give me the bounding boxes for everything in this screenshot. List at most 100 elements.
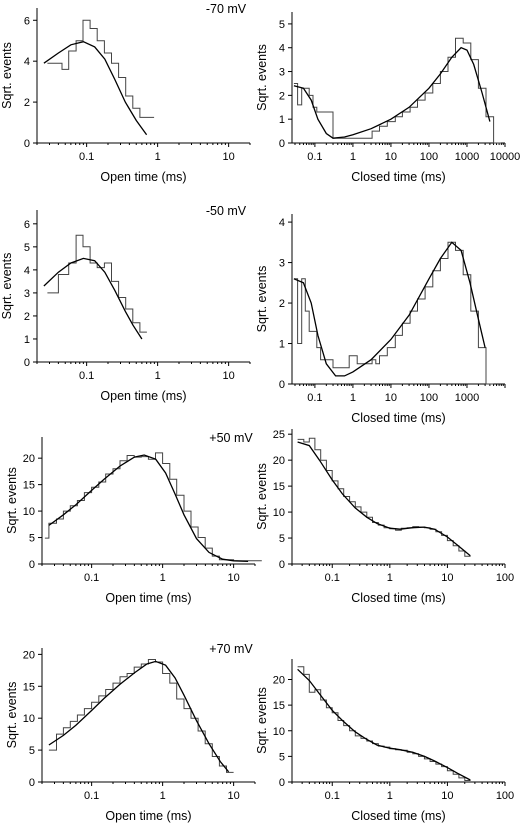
histogram-series xyxy=(44,452,262,562)
voltage-label: +50 mV xyxy=(209,431,253,445)
y-tick-label: 4 xyxy=(24,56,30,68)
y-tick-label: 15 xyxy=(23,480,35,492)
x-tick-label: 10 xyxy=(228,790,240,802)
y-tick-label: 0 xyxy=(279,379,285,391)
y-tick-label: 5 xyxy=(29,533,35,545)
y-tick-label: 10 xyxy=(273,507,285,519)
x-tick-label: 10 xyxy=(385,392,397,404)
y-tick-label: 2 xyxy=(279,90,285,102)
x-tick-label: 10 xyxy=(385,151,397,163)
x-tick-label: 0.1 xyxy=(79,151,94,163)
y-tick-label: 25 xyxy=(273,429,285,441)
fit-curve xyxy=(43,257,143,340)
x-axis-title: Closed time (ms) xyxy=(351,591,445,605)
y-tick-label: 20 xyxy=(273,675,285,687)
histogram-series xyxy=(293,37,502,144)
x-tick-label: 10 xyxy=(223,370,235,382)
y-tick-label: 10 xyxy=(23,506,35,518)
fit-curve xyxy=(297,668,471,781)
x-tick-label: 0.1 xyxy=(325,790,340,802)
x-tick-label: 1000 xyxy=(455,392,479,404)
y-tick-label: 0 xyxy=(279,777,285,789)
x-tick-label: 0.1 xyxy=(307,151,322,163)
fit-curve xyxy=(293,241,486,377)
fit-curve xyxy=(48,660,230,773)
y-axis-title: Sqrt. events xyxy=(5,682,19,749)
y-tick-label: 6 xyxy=(24,219,30,231)
panel-closed-p50: 0 5 10 15 20 25 0.1 1 10 100 Closed time (ms) Sqrt.… xyxy=(255,429,514,605)
y-tick-label: 0 xyxy=(29,777,35,789)
y-tick-label: 5 xyxy=(29,745,35,757)
y-tick-label: 20 xyxy=(273,455,285,467)
x-tick-label: 100 xyxy=(420,392,438,404)
x-axis-title: Closed time (ms) xyxy=(351,170,445,184)
x-tick-label: 10 xyxy=(441,572,453,584)
y-tick-label: 1 xyxy=(24,334,30,346)
x-axis-title: Closed time (ms) xyxy=(351,411,445,425)
y-tick-label: 5 xyxy=(279,751,285,763)
x-axis-title: Open time (ms) xyxy=(105,809,191,823)
x-tick-label: 0.1 xyxy=(84,790,99,802)
x-axis-title: Open time (ms) xyxy=(100,170,186,184)
y-tick-label: 1 xyxy=(279,339,285,351)
panel-open-p50: 0 5 10 15 20 0.1 1 10 Open time (ms) Sqrt. events… xyxy=(5,431,262,605)
x-tick-label: 10000 xyxy=(490,151,520,163)
x-tick-label: 0.1 xyxy=(307,392,322,404)
x-tick-label: 1 xyxy=(155,151,161,163)
y-tick-label: 0 xyxy=(279,559,285,571)
y-tick-label: 10 xyxy=(273,726,285,738)
histogram-series xyxy=(297,666,471,781)
histogram-series xyxy=(297,437,471,557)
y-tick-label: 0 xyxy=(29,559,35,571)
voltage-label: -70 mV xyxy=(206,2,247,16)
x-tick-label: 1000 xyxy=(455,151,479,163)
x-tick-label: 10 xyxy=(441,790,453,802)
histogram-series xyxy=(47,19,155,118)
x-tick-label: 1 xyxy=(160,790,166,802)
x-tick-label: 100 xyxy=(496,572,514,584)
y-tick-label: 3 xyxy=(279,258,285,270)
x-tick-label: 0.1 xyxy=(84,572,99,584)
y-tick-label: 5 xyxy=(279,533,285,545)
fit-curve xyxy=(43,41,148,136)
x-tick-label: 1 xyxy=(387,790,393,802)
fit-curve xyxy=(297,441,471,557)
y-tick-label: 1 xyxy=(279,114,285,126)
y-tick-label: 2 xyxy=(24,97,30,109)
y-tick-label: 4 xyxy=(279,43,285,55)
y-tick-label: 5 xyxy=(24,242,30,254)
y-tick-label: 5 xyxy=(279,19,285,31)
y-tick-label: 0 xyxy=(24,138,30,150)
y-tick-label: 10 xyxy=(23,713,35,725)
y-tick-label: 20 xyxy=(23,649,35,661)
x-tick-label: 10 xyxy=(223,151,235,163)
y-tick-label: 20 xyxy=(23,453,35,465)
x-tick-label: 0.1 xyxy=(325,572,340,584)
y-axis-title: Sqrt. events xyxy=(255,687,269,754)
histogram-series xyxy=(48,659,234,773)
y-tick-label: 0 xyxy=(279,138,285,150)
panel-open-p70: 0 5 10 15 20 0.1 1 10 Open time (ms) Sqrt. events… xyxy=(5,642,256,823)
y-tick-label: 15 xyxy=(273,700,285,712)
fit-curve xyxy=(48,454,249,563)
histogram-series xyxy=(293,241,494,385)
y-axis-title: Sqrt. events xyxy=(255,44,269,111)
y-tick-label: 15 xyxy=(23,681,35,693)
x-tick-label: 1 xyxy=(350,151,356,163)
x-tick-label: 100 xyxy=(496,790,514,802)
y-tick-label: 2 xyxy=(279,298,285,310)
fit-curve xyxy=(293,46,491,139)
panel-open-m50: 0 1 2 3 4 5 6 0.1 1 10 Open time (ms) Sqrt. events -… xyxy=(0,204,251,403)
x-tick-label: 0.1 xyxy=(79,370,94,382)
y-tick-label: 0 xyxy=(24,357,30,369)
y-tick-label: 4 xyxy=(279,217,285,229)
x-axis-title: Closed time (ms) xyxy=(351,809,445,823)
voltage-label: +70 mV xyxy=(209,642,253,656)
y-axis-title: Sqrt. events xyxy=(0,42,14,109)
panel-open-m70: 0 2 4 6 0.1 1 10 Open time (ms) Sqrt. events -70 … xyxy=(0,2,251,184)
y-axis-title: Sqrt. events xyxy=(5,467,19,534)
voltage-label: -50 mV xyxy=(206,204,247,218)
y-tick-label: 4 xyxy=(24,265,30,277)
panel-closed-m50: 0 1 2 3 4 0.1 1 10 100 1000 Closed time (ms) Sqrt. … xyxy=(255,214,506,425)
